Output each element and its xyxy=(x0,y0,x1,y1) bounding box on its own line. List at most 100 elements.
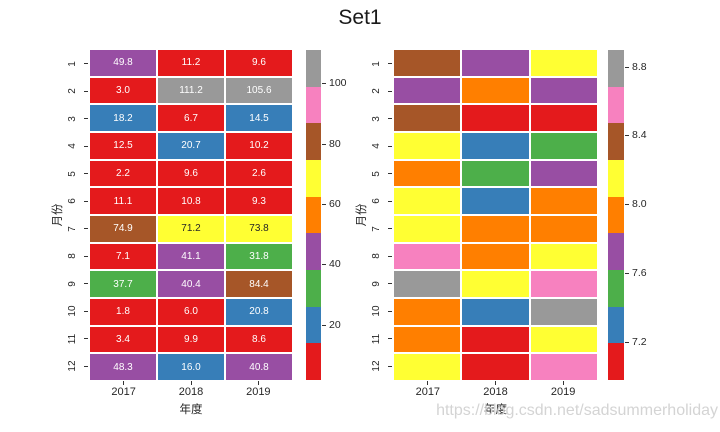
colorbar-tick-mark xyxy=(322,203,326,205)
y-tick-label: 5 xyxy=(370,170,382,177)
x-tick-mark xyxy=(562,381,564,385)
heatmap-cell xyxy=(394,188,461,214)
y-tick-mark xyxy=(84,283,88,285)
heatmap-cell xyxy=(530,243,597,270)
colorbar-band-pink xyxy=(306,86,321,124)
colorbar-band-yellow xyxy=(306,160,321,197)
heatmap-cell: 84.4 xyxy=(226,271,292,297)
y-tick-label: 1 xyxy=(66,60,78,67)
colorbar-tick-mark xyxy=(625,135,629,137)
colorbar-band-purple xyxy=(608,233,624,271)
heatmap-cell: 71.2 xyxy=(158,215,224,242)
colorbar-tick-label: 8.0 xyxy=(632,198,647,211)
y-tick-label: 11 xyxy=(370,333,382,344)
heatmap-cell xyxy=(462,326,529,353)
heatmap-cell xyxy=(394,132,461,159)
heatmap-cell: 74.9 xyxy=(90,215,156,242)
heatmap-cell xyxy=(530,132,597,159)
heatmap-cell xyxy=(462,50,529,76)
heatmap-cell xyxy=(530,215,597,242)
heatmap-cell xyxy=(394,326,461,353)
y-tick-label: 6 xyxy=(370,198,382,205)
y-tick-mark xyxy=(84,145,88,147)
colorbar-band-purple xyxy=(306,233,321,271)
y-tick-label: 7 xyxy=(66,225,78,232)
y-tick-mark xyxy=(388,283,392,285)
x-axis-label: 年度 xyxy=(179,404,203,416)
colorbar-band-green xyxy=(608,270,624,307)
heatmap-grid: 49.8 11.2 9.6 3.0 111.2 105.6 18.2 6.7 14.5 12.5 2… xyxy=(90,50,292,380)
y-tick-label: 2 xyxy=(370,88,382,95)
y-tick-mark xyxy=(388,63,392,65)
heatmap-cell xyxy=(530,271,597,297)
colorbar-band-pink xyxy=(608,86,624,124)
colorbar-tick-label: 100 xyxy=(329,77,347,90)
y-tick-mark xyxy=(388,173,392,175)
colorbar-band-blue xyxy=(306,306,321,344)
heatmap-cell xyxy=(462,77,529,104)
y-tick-mark xyxy=(84,338,88,340)
y-tick-label: 12 xyxy=(66,360,78,372)
colorbar-band-orange xyxy=(306,196,321,234)
colorbar-tick-mark xyxy=(322,83,326,85)
y-tick-mark xyxy=(388,228,392,230)
heatmap-cell xyxy=(394,298,461,325)
heatmap-cell: 11.1 xyxy=(90,188,156,214)
colorbar xyxy=(306,50,321,381)
x-tick-mark xyxy=(123,381,125,385)
y-tick-label: 3 xyxy=(66,115,78,122)
x-tick-label: 2018 xyxy=(178,386,204,398)
colorbar-tick-label: 8.4 xyxy=(632,129,647,142)
heatmap-cell: 48.3 xyxy=(90,354,156,380)
colorbar-tick-mark xyxy=(625,204,629,206)
heatmap-cell xyxy=(462,243,529,270)
figure-title: Set1 xyxy=(338,6,382,29)
y-axis-label: 月份 xyxy=(52,203,64,227)
heatmap-grid xyxy=(394,50,597,380)
colorbar-tick-mark xyxy=(625,341,629,343)
y-tick-mark xyxy=(84,63,88,65)
heatmap-cell: 1.8 xyxy=(90,298,156,325)
heatmap-cell: 31.8 xyxy=(226,243,292,270)
y-tick-mark xyxy=(388,255,392,257)
heatmap-cell: 40.4 xyxy=(158,271,224,297)
y-tick-mark xyxy=(84,173,88,175)
heatmap-cell xyxy=(394,354,461,380)
y-tick-mark xyxy=(388,90,392,92)
heatmap-cell xyxy=(462,188,529,214)
y-tick-mark xyxy=(84,255,88,257)
y-tick-label: 5 xyxy=(66,170,78,177)
x-tick-label: 2017 xyxy=(415,386,441,398)
colorbar xyxy=(608,50,624,381)
y-tick-label: 12 xyxy=(370,360,382,372)
heatmap-cell: 9.6 xyxy=(158,160,224,187)
x-tick-mark xyxy=(190,381,192,385)
heatmap-cell xyxy=(394,271,461,297)
heatmap-cell: 37.7 xyxy=(90,271,156,297)
colorbar-band-red xyxy=(306,343,321,381)
colorbar-band-brown xyxy=(306,123,321,161)
y-tick-mark xyxy=(84,90,88,92)
heatmap-cell: 73.8 xyxy=(226,215,292,242)
heatmap-cell: 105.6 xyxy=(226,77,292,104)
heatmap-cell xyxy=(394,243,461,270)
colorbar-tick-label: 60 xyxy=(329,197,341,210)
heatmap-cell xyxy=(530,188,597,214)
heatmap-cell: 9.9 xyxy=(158,326,224,353)
heatmap-cell: 6.7 xyxy=(158,105,224,131)
colorbar-tick-label: 80 xyxy=(329,137,341,150)
colorbar-band-gray xyxy=(306,50,321,87)
heatmap-cell: 6.0 xyxy=(158,298,224,325)
y-tick-mark xyxy=(84,310,88,312)
colorbar-band-gray xyxy=(608,50,624,87)
y-tick-mark xyxy=(388,310,392,312)
y-tick-mark xyxy=(388,145,392,147)
heatmap-cell: 8.6 xyxy=(226,326,292,353)
colorbar-tick-mark xyxy=(322,143,326,145)
y-tick-label: 11 xyxy=(66,333,78,344)
heatmap-cell: 3.4 xyxy=(90,326,156,353)
heatmap-cell: 9.6 xyxy=(226,50,292,76)
colorbar-band-orange xyxy=(608,196,624,234)
heatmap-cell xyxy=(462,354,529,380)
